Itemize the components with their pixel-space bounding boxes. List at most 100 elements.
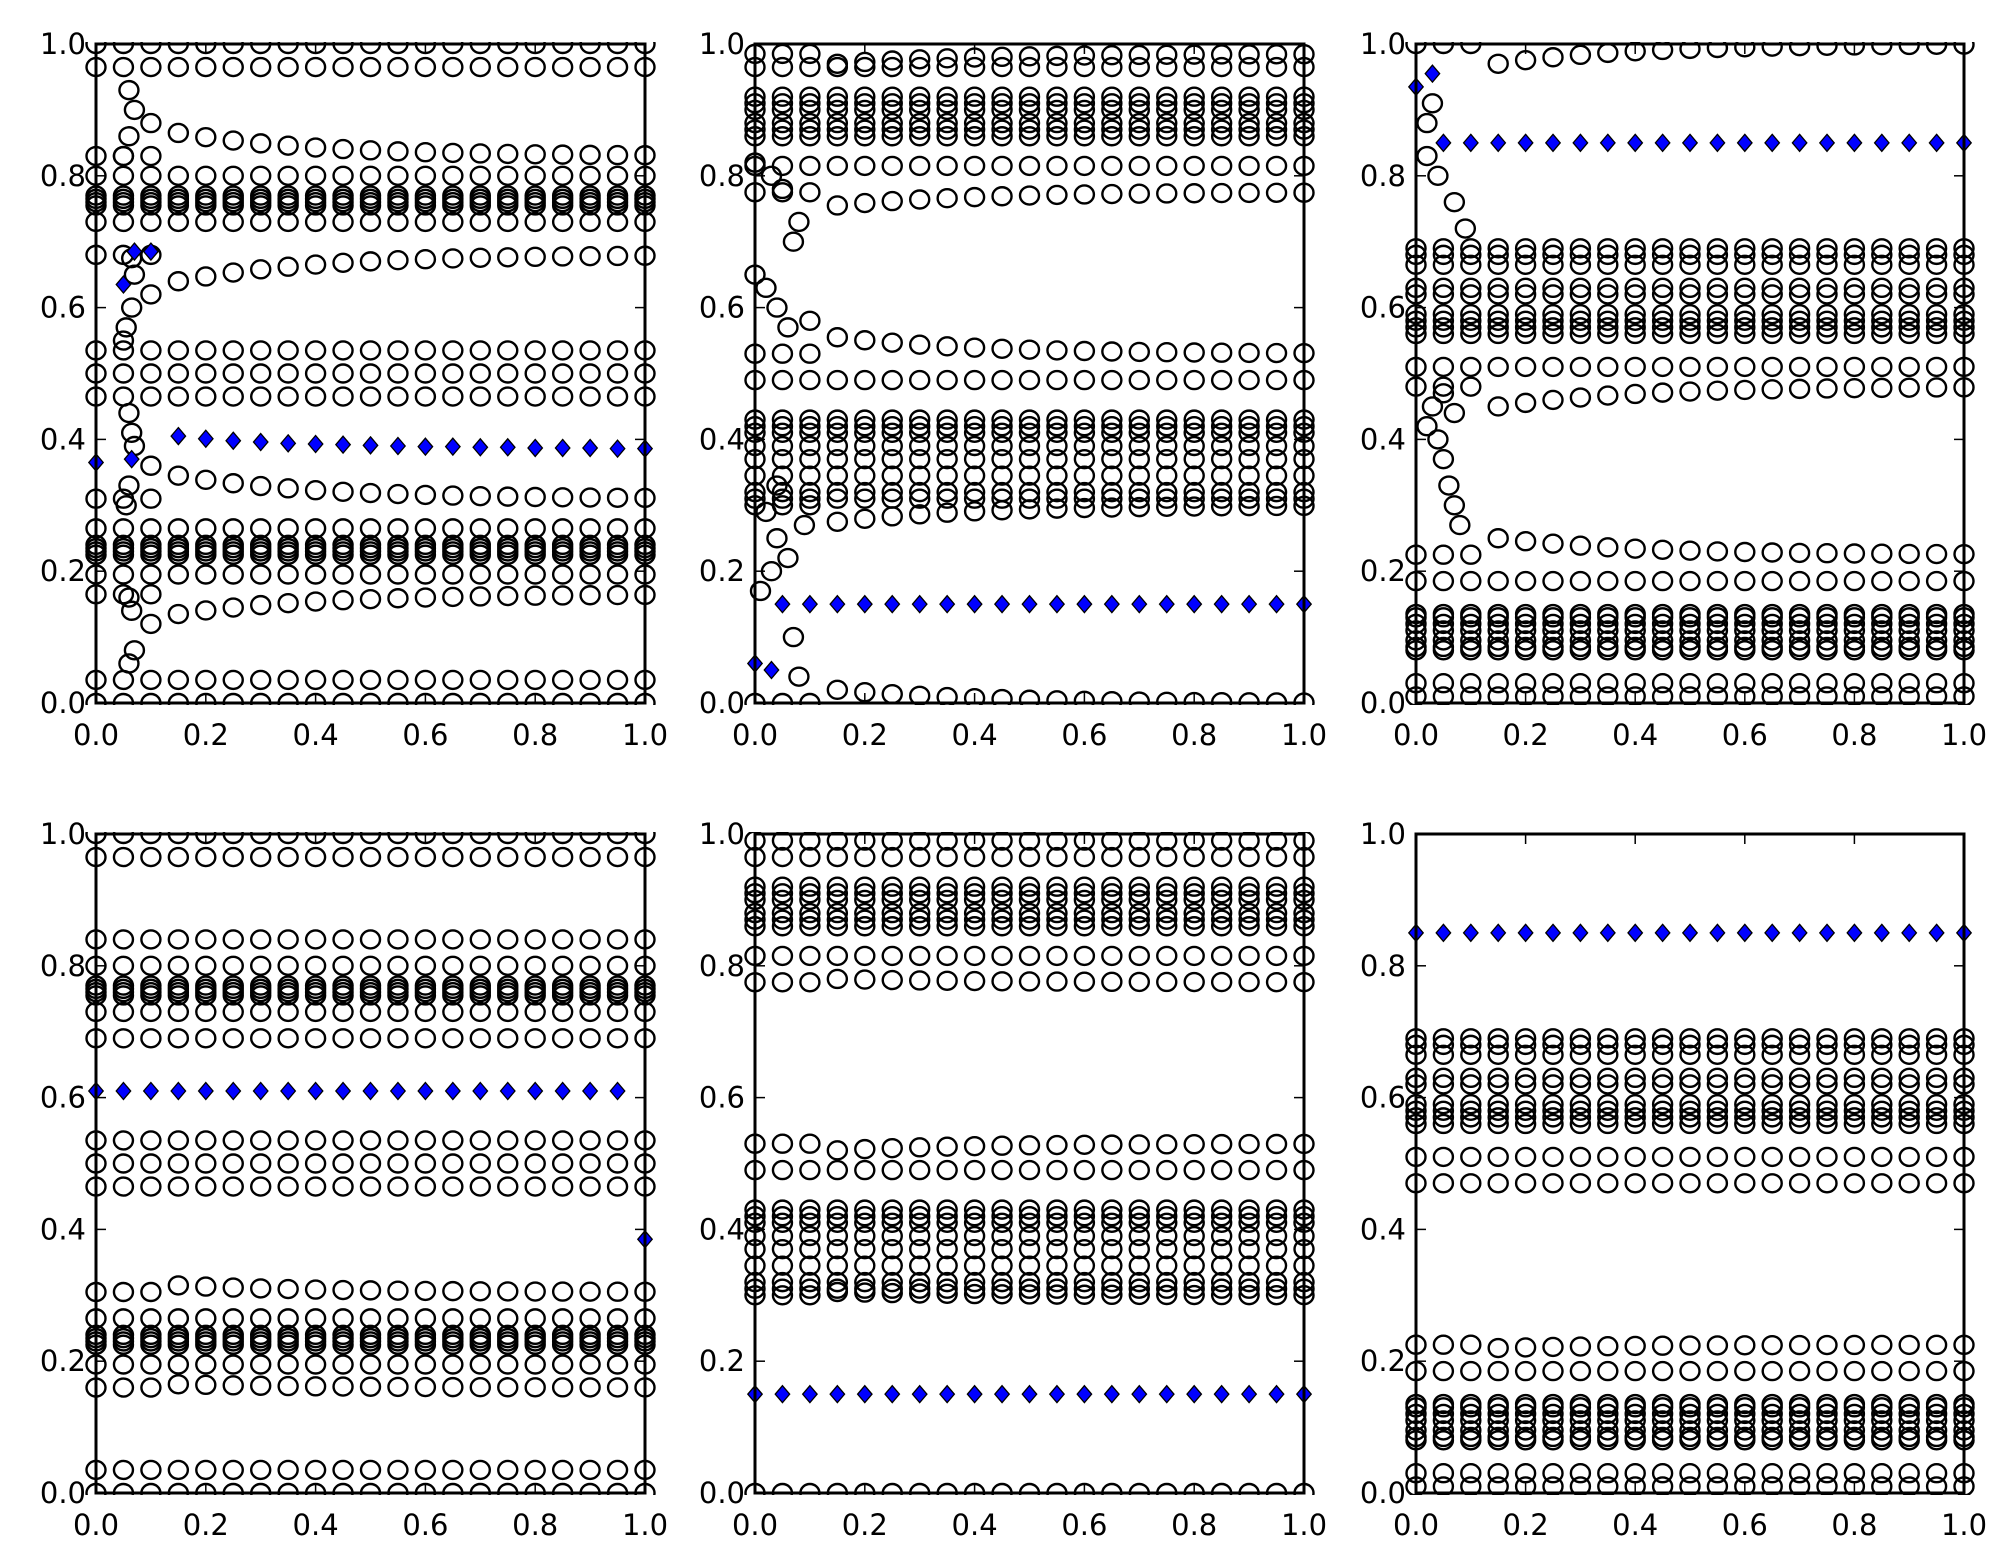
circle-point (1101, 422, 1123, 444)
circle-point (1487, 1067, 1509, 1089)
circle-point (991, 435, 1013, 457)
diamond-point (582, 1081, 599, 1101)
circle-point (1569, 1146, 1592, 1168)
y-tick-label: 0.0 (1360, 686, 1406, 720)
circle-point (167, 122, 190, 144)
circle-point (1843, 1476, 1866, 1495)
circle-point (1761, 1034, 1783, 1056)
circle-point (771, 422, 794, 444)
circle-point (1816, 1113, 1838, 1135)
circle-point (1238, 112, 1260, 134)
circle-point (1624, 1463, 1646, 1484)
circle-point (1679, 1420, 1701, 1441)
circle-point (936, 1136, 958, 1157)
circle-point (1788, 356, 1811, 378)
circle-point (551, 1377, 574, 1398)
circle-point (1487, 1093, 1509, 1115)
circle-point (1843, 1173, 1866, 1194)
circle-point (1542, 1107, 1564, 1128)
circle-point (1487, 620, 1509, 641)
diamond-point (911, 594, 928, 614)
circle-point (1761, 640, 1783, 661)
circle-point (1156, 1134, 1178, 1155)
diamond-point (1462, 133, 1479, 153)
circle-point (222, 1001, 244, 1023)
circle-point (277, 955, 299, 976)
circle-point (414, 484, 437, 506)
circle-point (1046, 909, 1068, 930)
circle-point (1624, 1360, 1646, 1382)
circle-point (167, 518, 190, 539)
circle-point (1460, 1463, 1482, 1484)
circle-point (991, 1284, 1013, 1305)
circle-point (1734, 1173, 1756, 1194)
circle-point (1788, 317, 1811, 338)
circle-point (1569, 310, 1592, 331)
circle-point (1514, 238, 1537, 259)
circle-point (167, 603, 190, 625)
circle-point (1816, 1028, 1838, 1049)
circle-point (140, 1308, 162, 1329)
circle-point (909, 1225, 931, 1247)
circle-point (579, 165, 601, 187)
circle-point (936, 112, 958, 134)
circle-point (524, 363, 546, 384)
circle-point (551, 1001, 574, 1023)
circle-point (1210, 1199, 1233, 1220)
circle-point (1265, 1212, 1288, 1234)
circle-point (359, 363, 382, 384)
circle-point (1871, 1476, 1893, 1495)
circle-point (1925, 1034, 1948, 1056)
circle-point (1542, 533, 1564, 554)
circle-point (1046, 448, 1068, 470)
circle-point (1128, 971, 1151, 993)
x-tick-label: 0.8 (512, 718, 558, 752)
circle-point (1816, 284, 1838, 305)
diamond-point (1627, 923, 1644, 943)
marks (85, 832, 656, 1495)
circle-point (1265, 422, 1288, 444)
circle-point (854, 1138, 876, 1160)
circle-point (414, 564, 437, 585)
circle-point (854, 1225, 876, 1247)
circle-point (1265, 945, 1288, 967)
circle-point (1514, 356, 1537, 378)
circle-point (1624, 244, 1646, 266)
circle-point (1128, 889, 1151, 911)
circle-point (524, 955, 546, 976)
circle-point (909, 504, 931, 525)
circle-point (771, 846, 794, 868)
circle-point (442, 485, 464, 506)
circle-point (826, 112, 849, 134)
circle-point (1569, 535, 1592, 556)
circle-point (963, 909, 986, 930)
circle-point (963, 337, 986, 358)
y-tick-label: 0.6 (40, 291, 86, 325)
circle-point (606, 363, 629, 384)
circle-point (1432, 254, 1455, 275)
circle-point (332, 1130, 354, 1151)
circle-point (469, 846, 491, 868)
diamond-point (939, 594, 956, 614)
circle-point (1542, 640, 1564, 661)
circle-point (304, 544, 327, 565)
diamond-point (142, 1081, 159, 1101)
circle-point (1569, 1476, 1592, 1495)
circle-point (195, 564, 217, 585)
circle-point (1432, 1430, 1455, 1451)
circle-point (606, 1281, 629, 1302)
circle-point (551, 144, 574, 165)
circle-point (222, 195, 244, 216)
circle-point (1156, 1278, 1178, 1299)
circle-point (1156, 56, 1178, 78)
circle-point (1487, 673, 1509, 694)
circle-point (1046, 99, 1068, 121)
diamond-point (1654, 923, 1671, 943)
circle-point (1542, 1476, 1564, 1495)
circle-point (115, 317, 137, 338)
circle-point (112, 195, 135, 216)
circle-point (442, 1001, 464, 1023)
circle-point (442, 142, 464, 164)
circle-point (799, 916, 821, 937)
circle-point (1871, 1360, 1893, 1382)
